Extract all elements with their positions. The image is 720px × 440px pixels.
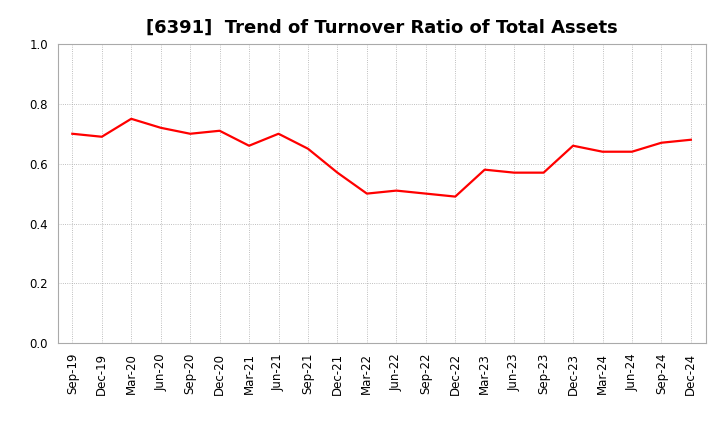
Title: [6391]  Trend of Turnover Ratio of Total Assets: [6391] Trend of Turnover Ratio of Total … (145, 19, 618, 37)
